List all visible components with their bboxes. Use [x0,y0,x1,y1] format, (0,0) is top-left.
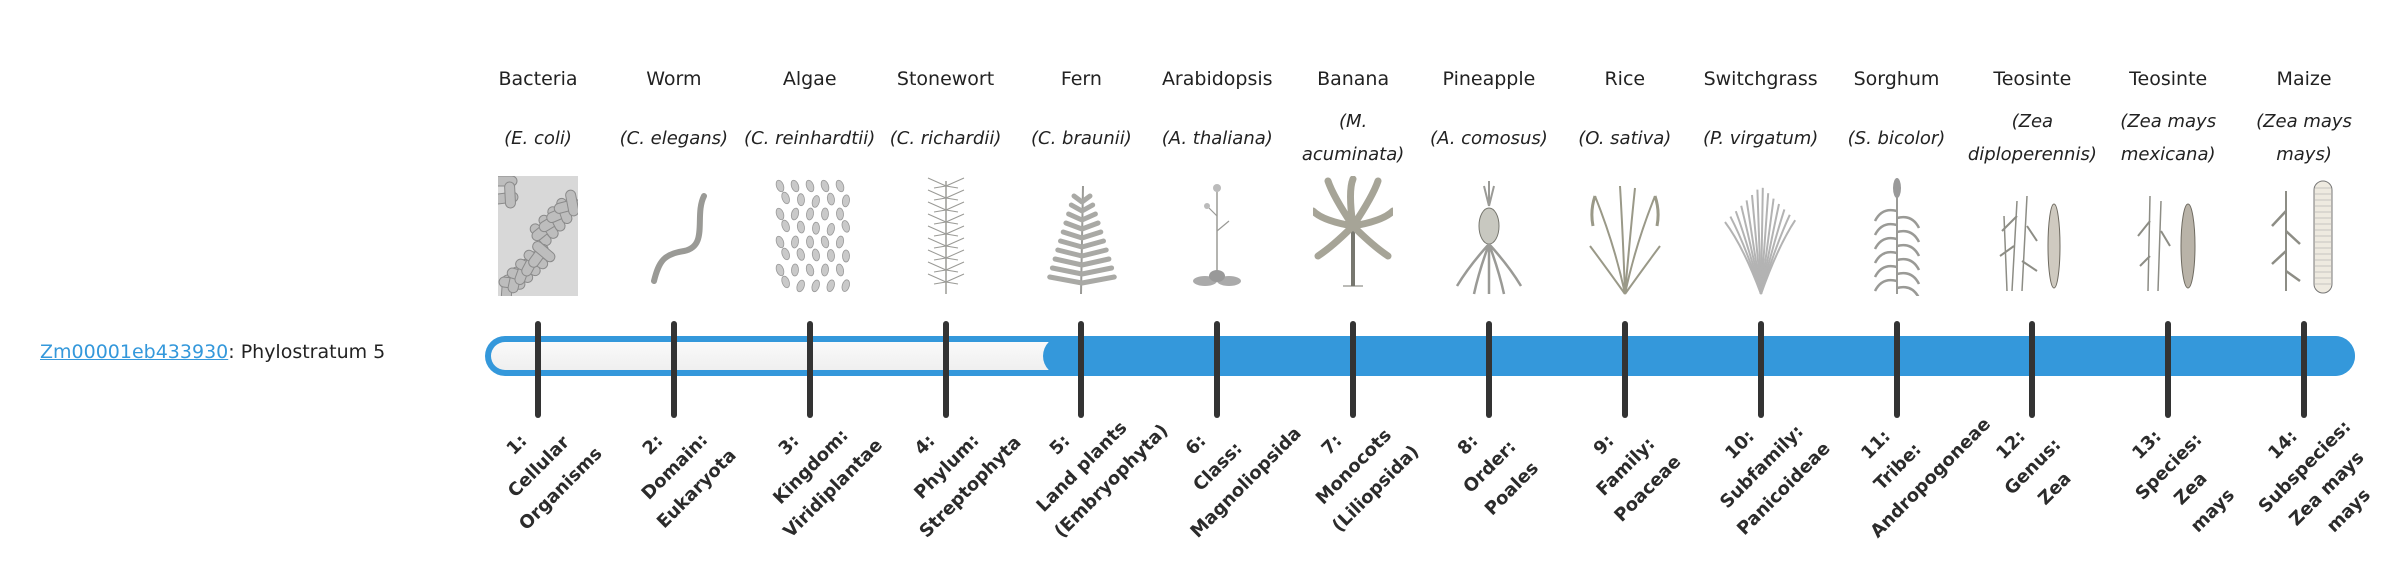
phylostratum-label-6: 6: Class: Magnoliopsida [1139,388,1306,546]
scientific-name-text: (C. elegans) [619,127,729,149]
pineapple-icon [1455,181,1523,295]
organism-common-name: Arabidopsis [1161,68,1273,90]
organism-scientific-name: (C. reinhardtii) [743,104,877,172]
organism-scientific-name: (C. elegans) [607,104,741,172]
phylostratum-label-4: 4: Phylum: Streptophyta [868,388,1026,546]
scientific-name-text: (C. braunii) [1031,127,1132,149]
organism-scientific-name: (O. sativa) [1558,104,1692,172]
gene-id-link[interactable]: Zm00001eb433930 [40,341,229,363]
phylostratum-tick-5 [1078,321,1085,418]
worm-icon [650,193,707,284]
organism-common-name: Maize [2276,68,2332,90]
phylostratum-text: : Phylostratum 5 [228,341,386,363]
phylostratum-tick-9 [1621,321,1628,418]
scientific-name-text: (P. virgatum) [1702,127,1819,149]
phylostratum-label-10: 10: Subfamily: Panicoideae [1683,388,1841,546]
bacteria-icon [498,176,578,296]
organism-scientific-name: (Zea mays mays) [2237,104,2371,172]
phylostratum-label-7: 7: Monocots (Liliopsida) [1275,388,1433,546]
phylostratum-fill [1043,336,2355,376]
organism-scientific-name: (C. richardii) [879,104,1013,172]
fern-icon [1047,185,1118,295]
organism-scientific-name: (A. thaliana) [1150,104,1284,172]
teosinte-icon [1999,195,2061,292]
phylostratum-tick-2 [670,321,677,418]
scientific-name-text: (C. reinhardtii) [744,127,876,149]
organism-common-name: Worm [646,68,702,90]
organism-common-name: Bacteria [498,68,578,90]
organism-scientific-name: (M. acuminata) [1286,104,1420,172]
organism-common-name: Teosinte [1993,68,2072,90]
organism-common-name: Algae [782,68,837,90]
phylostratum-label-3: 3: Kingdom: Viridiplantae [732,388,890,546]
scientific-name-text: (C. richardii) [889,127,1002,149]
scientific-name-text: (Zea mays mays) [2256,111,2352,165]
phylostratum-tick-6 [1214,321,1221,418]
maize-icon [2271,180,2333,294]
gene-label: Zm00001eb433930: Phylostratum 5 [40,341,385,363]
phylostratum-tick-4 [942,321,949,418]
phylostratum-label-2: 2: Domain: Eukaryota [596,388,754,546]
phylostratum-label-14: 14: Subspecies: Zea mays mays [2226,388,2400,568]
organism-scientific-name: (S. bicolor) [1830,104,1964,172]
stonewort-icon [927,177,964,294]
scientific-name-text: (A. comosus) [1430,127,1548,149]
teosinte-mexicana-icon [2137,195,2196,292]
phylostratum-tick-8 [1485,321,1492,418]
phylostratum-tick-13 [2165,321,2172,418]
scientific-name-text: (M. acuminata) [1301,111,1405,165]
phylostratum-tick-7 [1350,321,1357,418]
phylostratum-label-12: 12: Genus: Zea [1954,388,2112,546]
phylostratum-label-9: 9: Family: Poaceae [1547,388,1705,546]
organism-common-name: Stonewort [896,68,995,90]
phylostratum-tick-11 [1893,321,1900,418]
scientific-name-text: (A. thaliana) [1161,127,1273,149]
phylostratum-tick-14 [2301,321,2308,418]
rice-icon [1588,185,1661,295]
scientific-name-text: (O. sativa) [1578,127,1672,149]
organism-common-name: Banana [1317,68,1390,90]
organism-scientific-name: (Zea mays mexicana) [2101,104,2235,172]
organism-scientific-name: (Zea diploperennis) [1965,104,2099,172]
organism-common-name: Sorghum [1853,68,1940,90]
organism-common-name: Fern [1060,68,1102,90]
scientific-name-text: (Zea mays mexicana) [2120,111,2217,165]
organism-scientific-name: (A. comosus) [1422,104,1556,172]
organism-scientific-name: (E. coli) [471,104,605,172]
scientific-name-text: (Zea diploperennis) [1967,111,2097,165]
phylostratum-tick-1 [535,321,541,418]
organism-common-name: Pineapple [1442,68,1536,90]
organism-scientific-name: (P. virgatum) [1694,104,1828,172]
phylostratum-tick-3 [806,321,813,418]
organism-common-name: Teosinte [2129,68,2208,90]
phylostratum-label-1: 1: Cellular Organisms [460,388,618,546]
phylostratum-label-11: 11: Tribe: Andropogoneae [1819,388,1995,546]
arabidopsis-icon [1193,184,1242,286]
switchgrass-icon [1723,187,1796,295]
banana-plant-icon [1313,176,1394,287]
phylostratum-label-8: 8: Order: Poales [1411,388,1569,546]
algae-icon [775,179,850,293]
scientific-name-text: (E. coli) [504,127,572,149]
sorghum-icon [1873,178,1920,296]
phylostratum-tick-10 [1757,321,1764,418]
organism-common-name: Rice [1604,68,1646,90]
phylostratum-label-5: 5: Land plants (Embryophyta) [1003,388,1173,546]
organism-scientific-name: (C. braunii) [1014,104,1148,172]
phylostratum-tick-12 [2029,321,2036,418]
phylostratum-bar [485,336,2355,376]
scientific-name-text: (S. bicolor) [1847,127,1946,149]
organism-common-name: Switchgrass [1703,68,1818,90]
